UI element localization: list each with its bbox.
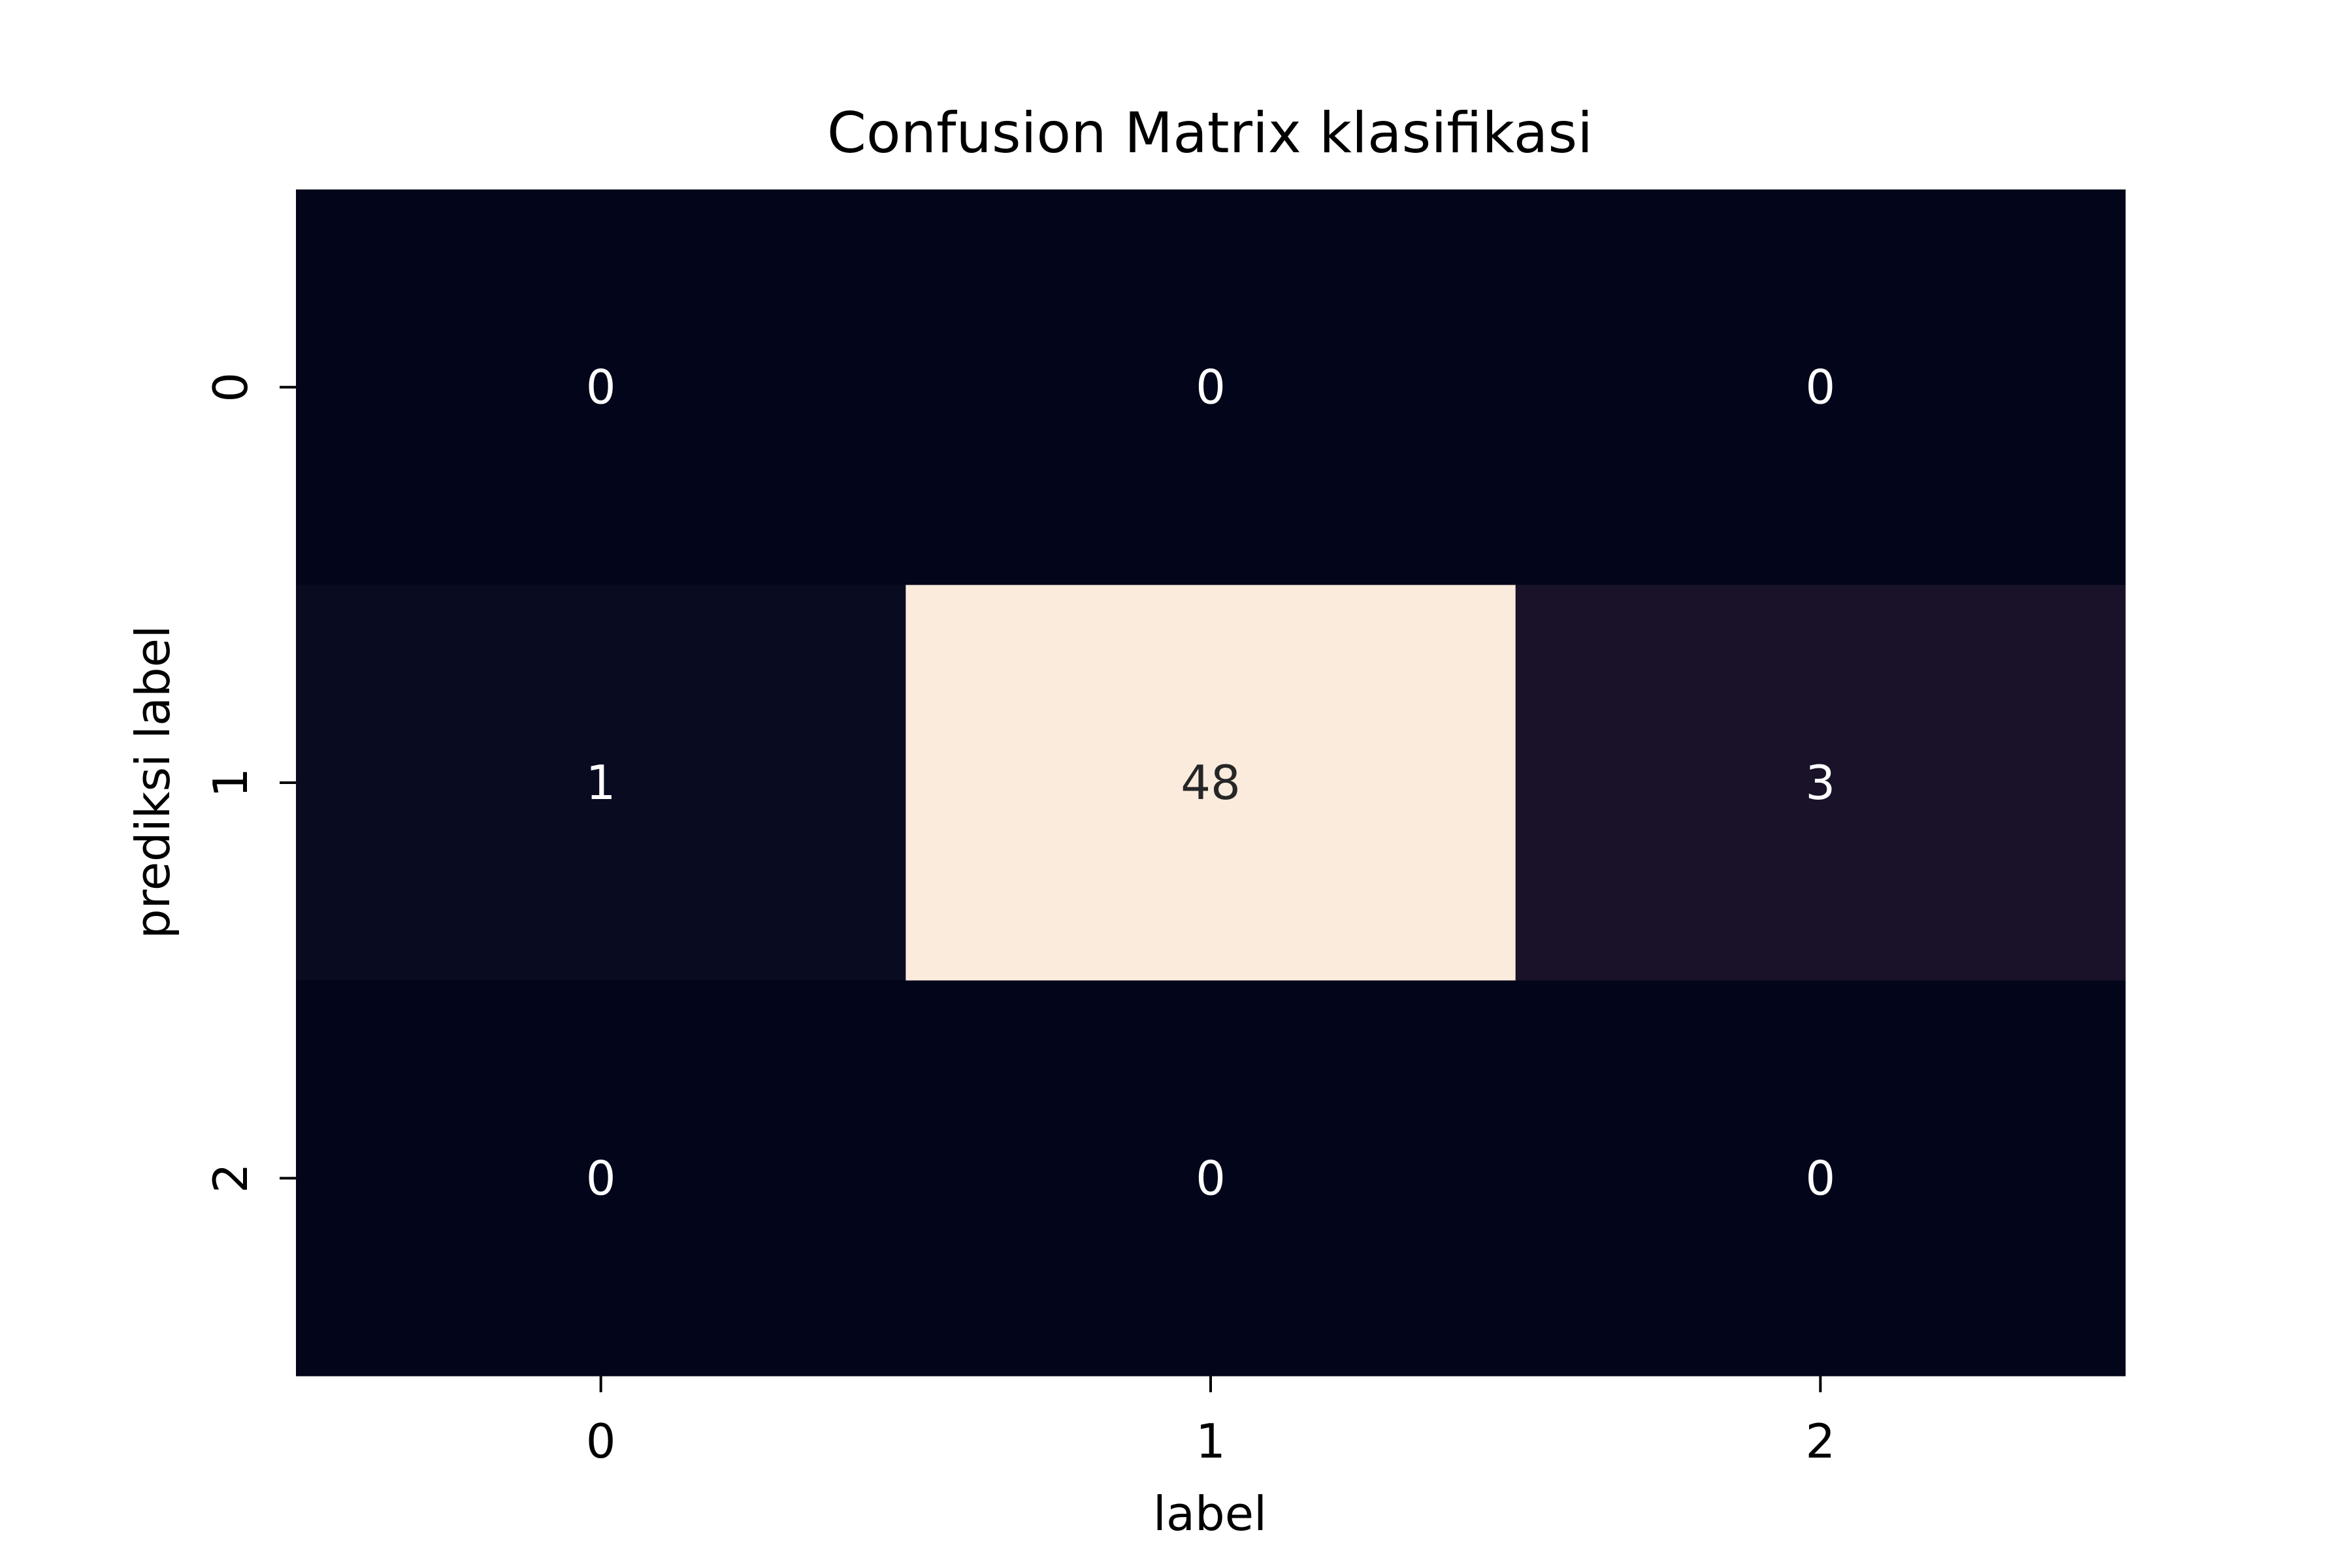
- cell-annotation-r1-c1: 48: [1181, 755, 1241, 810]
- cell-annotation-r2-c0: 0: [586, 1151, 616, 1205]
- heatmap-cell-r2-c0: [296, 980, 906, 1377]
- heatmap-cell-r0-c1: [906, 189, 1516, 585]
- y-axis-ticks: 0 1 2: [203, 372, 296, 1193]
- cell-annotation-r0-c2: 0: [1805, 360, 1835, 415]
- y-tick-label: 0: [203, 372, 258, 402]
- y-tick-label: 2: [203, 1163, 258, 1193]
- cell-annotations: 0 0 0 1 48 3 0 0 0: [586, 360, 1835, 1206]
- cell-annotation-r0-c1: 0: [1196, 360, 1226, 415]
- x-tick-label: 0: [586, 1414, 616, 1469]
- cell-annotation-r1-c2: 3: [1805, 755, 1835, 810]
- cell-annotation-r2-c2: 0: [1805, 1151, 1835, 1205]
- cell-annotation-r1-c0: 1: [586, 755, 616, 810]
- heatmap-cell-r1-c0: [296, 585, 906, 981]
- y-axis-label: prediksi label: [125, 625, 180, 939]
- heatmap-cell-r0-c2: [1515, 189, 2126, 585]
- heatmap-cell-r1-c1: [906, 585, 1516, 981]
- heatmap-cell-r2-c2: [1515, 980, 2126, 1377]
- cell-annotation-r0-c0: 0: [586, 360, 616, 415]
- cell-annotation-r2-c1: 0: [1196, 1151, 1226, 1205]
- x-tick-label: 2: [1805, 1414, 1835, 1469]
- y-tick-label: 1: [203, 768, 258, 798]
- x-tick-label: 1: [1196, 1414, 1226, 1469]
- x-axis-ticks: 0 1 2: [586, 1376, 1835, 1469]
- heatmap-cell-r1-c2: [1515, 585, 2126, 981]
- heatmap-cells: [296, 189, 2126, 1377]
- x-axis-label: label: [1153, 1486, 1267, 1541]
- heatmap-cell-r0-c0: [296, 189, 906, 585]
- heatmap-cell-r2-c1: [906, 980, 1516, 1377]
- chart-title: Confusion Matrix klasifikasi: [827, 101, 1593, 166]
